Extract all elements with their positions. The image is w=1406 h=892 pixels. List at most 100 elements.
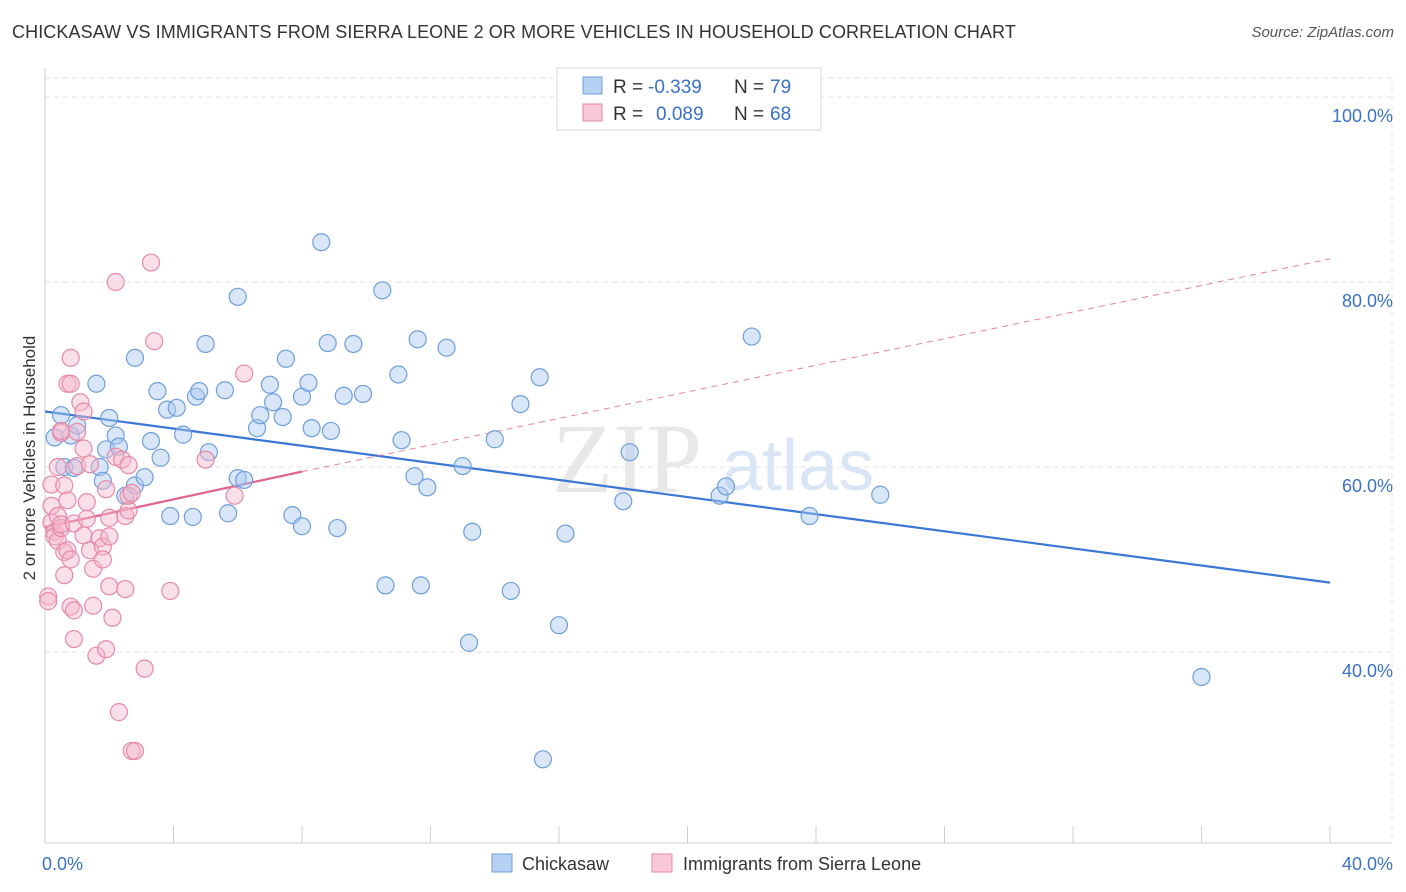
point-s1-30 — [74, 402, 93, 421]
grid-lines — [45, 77, 1393, 843]
point-s1-11 — [51, 515, 71, 534]
y-tick-label-0: 40.0% — [1342, 661, 1393, 681]
axes — [44, 68, 1392, 844]
point-s0-43 — [302, 419, 321, 438]
watermark-atlas: atlas — [722, 426, 874, 506]
point-s0-60 — [453, 456, 472, 476]
point-s1-16 — [55, 476, 74, 495]
point-s1-18 — [58, 491, 77, 510]
point-s0-17 — [148, 382, 167, 401]
point-s0-1 — [51, 406, 71, 425]
point-s1-41 — [93, 537, 112, 556]
point-s1-57 — [119, 486, 138, 505]
point-s1-51 — [109, 703, 128, 722]
point-s1-27 — [68, 422, 87, 441]
bottom-legend-label-chickasaw: Chickasaw — [522, 854, 610, 874]
bottom-legend-swatch-chickasaw — [491, 853, 513, 873]
point-s1-61 — [135, 659, 154, 678]
legend-swatch-chickasaw — [582, 76, 603, 95]
bottom-legend-swatch-sierra-leone — [651, 853, 673, 873]
point-s1-15 — [55, 566, 74, 585]
legend-r-label-2: R = — [613, 104, 643, 125]
point-s0-45 — [318, 333, 337, 353]
point-s1-67 — [235, 364, 254, 383]
point-s0-41 — [292, 517, 312, 536]
point-s0-2 — [55, 457, 74, 477]
point-s1-47 — [100, 527, 119, 546]
point-s0-31 — [228, 469, 247, 488]
stats-legend: R = -0.339 N = 79 R = 0.089 N = 68 — [556, 67, 822, 131]
point-s0-61 — [463, 522, 482, 541]
point-s0-68 — [556, 524, 575, 543]
point-s1-24 — [64, 601, 84, 620]
legend-swatch-sierra-leone — [582, 103, 603, 122]
point-s0-66 — [533, 750, 553, 769]
point-s1-66 — [225, 486, 244, 505]
point-s0-56 — [408, 330, 427, 349]
bottom-legend-label-sierra-leone: Immigrants from Sierra Leone — [683, 854, 921, 874]
source-label: Source: ZipAtlas.com — [1251, 24, 1394, 41]
point-s0-16 — [141, 432, 161, 451]
point-s1-37 — [84, 596, 103, 615]
point-s1-62 — [141, 253, 161, 272]
legend-n-value-1: 79 — [770, 77, 791, 98]
point-s1-31 — [74, 439, 93, 458]
point-s1-39 — [87, 646, 106, 665]
y-tick-label-1: 60.0% — [1342, 476, 1393, 496]
trend-extension-1 — [301, 258, 1331, 473]
point-s1-44 — [96, 480, 116, 499]
point-s0-26 — [196, 334, 215, 354]
point-s0-23 — [183, 507, 202, 527]
point-s1-65 — [196, 450, 215, 469]
point-s1-14 — [55, 542, 74, 562]
point-s0-37 — [273, 407, 292, 427]
point-s0-38 — [276, 349, 296, 368]
y-tick-label-2: 80.0% — [1342, 291, 1393, 311]
legend-r-value-2: 0.089 — [656, 104, 704, 125]
point-s1-46 — [100, 508, 119, 527]
point-s0-57 — [411, 576, 430, 595]
point-s0-51 — [373, 281, 392, 300]
point-s0-10 — [106, 426, 125, 445]
trend-line-0 — [44, 410, 1331, 584]
point-s1-60 — [125, 741, 145, 761]
trend-lines — [44, 258, 1331, 584]
point-s1-22 — [61, 550, 80, 569]
point-s1-48 — [103, 608, 122, 627]
point-s0-14 — [125, 348, 145, 367]
point-s1-33 — [77, 493, 96, 512]
point-s0-74 — [800, 506, 819, 526]
trend-line-1 — [44, 470, 303, 529]
point-s0-9 — [100, 408, 119, 428]
point-s1-25 — [64, 629, 84, 649]
watermark: ZIP atlas — [552, 403, 874, 514]
point-s1-23 — [61, 348, 80, 367]
point-s0-54 — [392, 431, 411, 450]
point-s0-30 — [228, 287, 247, 306]
point-s1-13 — [51, 421, 71, 441]
point-s0-50 — [353, 384, 373, 404]
point-s0-69 — [614, 492, 633, 511]
point-s1-20 — [61, 374, 80, 393]
point-s0-22 — [174, 425, 193, 444]
point-s0-75 — [871, 485, 890, 504]
point-s1-56 — [119, 501, 138, 520]
point-s1-36 — [80, 455, 100, 474]
point-s1-54 — [116, 579, 135, 599]
point-s1-0 — [39, 587, 58, 606]
legend-r-value-1: -0.339 — [648, 77, 702, 98]
point-s0-21 — [167, 398, 186, 417]
point-s0-52 — [376, 576, 395, 595]
point-s1-45 — [100, 577, 119, 596]
point-s1-64 — [161, 581, 180, 601]
point-s1-53 — [116, 506, 135, 526]
point-s0-28 — [215, 381, 234, 400]
point-s0-59 — [437, 338, 456, 357]
point-s0-49 — [344, 334, 363, 354]
y-tick-labels: 40.0% 60.0% 80.0% 100.0% — [1332, 106, 1393, 681]
legend-n-label-1: N = — [734, 77, 764, 98]
point-s0-77 — [459, 633, 479, 652]
point-s0-34 — [251, 406, 270, 425]
point-s0-62 — [485, 430, 504, 449]
